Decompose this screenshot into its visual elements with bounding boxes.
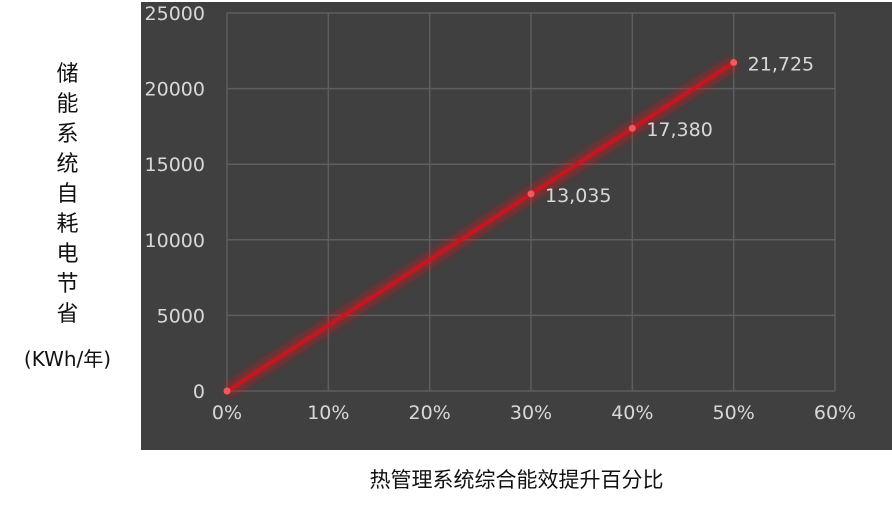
x-tick-label: 10%	[307, 402, 349, 424]
y-tick-label: 20000	[145, 79, 205, 101]
x-tick-label: 60%	[814, 402, 856, 424]
data-point	[527, 190, 535, 198]
y-tick-label: 10000	[145, 230, 205, 252]
y-tick-label: 5000	[157, 305, 205, 327]
data-label: 13,035	[545, 185, 611, 207]
x-axis-label: 热管理系统综合能效提升百分比	[369, 468, 664, 492]
data-point	[730, 59, 738, 67]
y-tick-label: 0	[193, 381, 205, 403]
data-label: 17,380	[646, 119, 712, 141]
x-tick-label: 0%	[212, 402, 242, 424]
y-axis-unit: (KWh/年)	[23, 347, 112, 371]
y-axis-title: 储能系统自耗电节省	[56, 62, 79, 327]
data-point	[628, 124, 636, 132]
data-label: 21,725	[748, 54, 814, 76]
series-line	[226, 61, 735, 393]
y-tick-label: 25000	[145, 3, 205, 25]
x-tick-label: 40%	[611, 402, 653, 424]
plot-panel	[141, 2, 892, 450]
data-point	[223, 387, 231, 395]
x-tick-label: 50%	[713, 402, 755, 424]
y-axis-label: 储能系统自耗电节省 (KWh/年)	[0, 60, 135, 374]
x-tick-label: 20%	[409, 402, 451, 424]
x-tick-label: 30%	[510, 402, 552, 424]
y-tick-label: 15000	[145, 154, 205, 176]
